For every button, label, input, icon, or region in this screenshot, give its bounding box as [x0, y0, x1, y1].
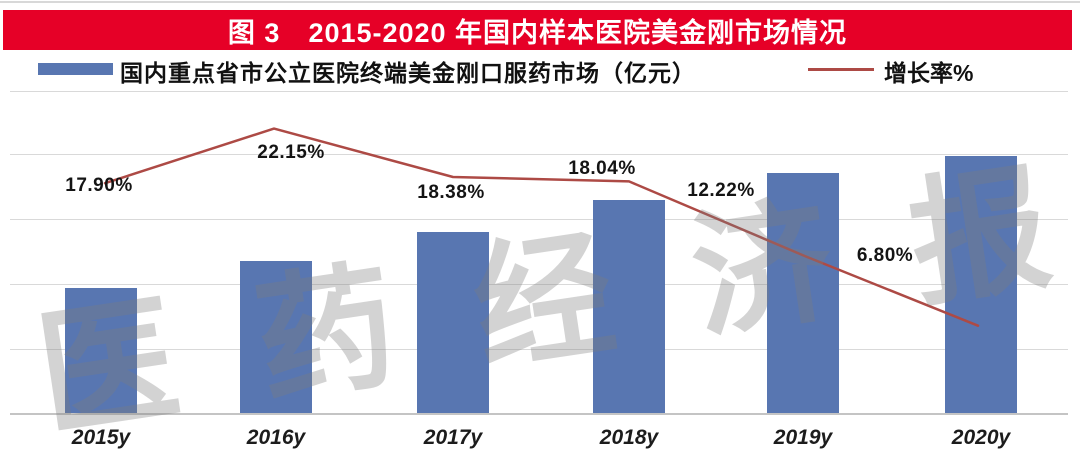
- growth-label-2018y: 18.04%: [568, 158, 636, 179]
- growth-label-2020y: 6.80%: [856, 245, 914, 266]
- bar-2016y: [240, 261, 312, 413]
- growth-label-2015y: 17.90%: [65, 175, 133, 196]
- gridline: [10, 349, 1068, 350]
- growth-label-2016y: 22.15%: [257, 142, 325, 163]
- gridline: [10, 284, 1068, 285]
- gridline: [10, 219, 1068, 220]
- bar-2015y: [65, 288, 137, 413]
- x-axis-line: [10, 413, 1068, 415]
- gridline: [10, 154, 1068, 155]
- top-divider: [0, 1, 1080, 3]
- legend: 国内重点省市公立医院终端美金刚口服药市场（亿元） 增长率%: [0, 54, 1080, 86]
- x-tick-2016y: 2016y: [246, 426, 306, 449]
- bar-2018y: [593, 200, 665, 413]
- bar-legend-swatch: [38, 63, 113, 75]
- title-banner: 图 3 2015-2020 年国内样本医院美金刚市场情况: [3, 10, 1072, 50]
- x-tick-2019y: 2019y: [773, 426, 833, 449]
- growth-label-2017y: 18.38%: [417, 182, 485, 203]
- x-tick-2017y: 2017y: [423, 426, 483, 449]
- bar-2019y: [767, 173, 839, 413]
- chart-title: 图 3 2015-2020 年国内样本医院美金刚市场情况: [227, 17, 848, 48]
- growth-label-2019y: 12.22%: [687, 180, 755, 201]
- x-tick-2020y: 2020y: [951, 426, 1011, 449]
- line-legend-swatch: [808, 68, 874, 71]
- bar-legend-label: 国内重点省市公立医院终端美金刚口服药市场（亿元）: [120, 60, 696, 86]
- x-tick-2018y: 2018y: [599, 426, 659, 449]
- bar-2017y: [417, 232, 489, 413]
- bar-2020y: [945, 156, 1017, 413]
- gridline: [10, 91, 1068, 92]
- x-tick-2015y: 2015y: [71, 426, 131, 449]
- line-legend-label: 增长率%: [884, 60, 974, 86]
